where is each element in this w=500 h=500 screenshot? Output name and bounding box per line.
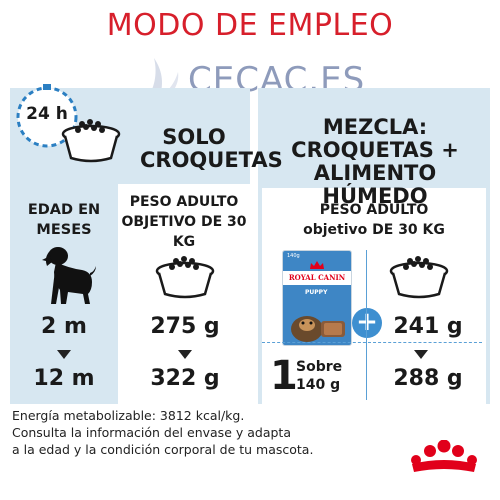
food-bowl-icon xyxy=(61,119,121,163)
left-heading-line1: SOLO xyxy=(162,125,226,149)
royal-canin-crown-logo xyxy=(411,440,477,472)
vertical-divider xyxy=(366,250,367,400)
dashed-divider xyxy=(262,342,482,343)
left-weight-label-line1: PESO ADULTO xyxy=(129,194,239,210)
right-grams-from: 241 g xyxy=(393,314,463,339)
page-title: MODO DE EMPLEO xyxy=(106,8,394,43)
puppy-icon xyxy=(42,247,96,304)
footer-line3: a la edad y la condición corporal de tu … xyxy=(12,442,314,457)
timer-label: 24 h xyxy=(26,104,68,124)
footer-energy: Energía metabolizable: 3812 kcal/kg. xyxy=(12,408,245,423)
down-arrow-icon xyxy=(57,350,71,359)
sobre-label: Sobre 140 g xyxy=(296,358,342,394)
left-grams-to: 322 g xyxy=(150,366,220,391)
sobre-label-line2: 140 g xyxy=(296,377,341,393)
crown-icon xyxy=(310,261,324,269)
age-from: 2 m xyxy=(41,314,87,339)
down-arrow-icon xyxy=(178,350,192,359)
left-weight-label: PESO ADULTO OBJETIVO DE 30 KG xyxy=(118,192,250,252)
right-heading-line3: ALIMENTO HÚMEDO xyxy=(313,161,437,208)
age-to: 12 m xyxy=(33,366,95,391)
right-heading-line2: CROQUETAS + xyxy=(291,138,459,162)
age-label-line1: EDAD EN xyxy=(27,202,101,218)
sobre-count: 1 xyxy=(270,353,298,399)
down-arrow-icon xyxy=(414,350,428,359)
sobre-label-line1: Sobre xyxy=(296,359,343,375)
right-grams-to: 288 g xyxy=(393,366,463,391)
left-heading: SOLO CROQUETAS xyxy=(140,125,283,172)
clock-icon xyxy=(16,84,78,148)
pouch-variant: PUPPY xyxy=(305,289,328,296)
pouch-brand: ROYAL CANIN xyxy=(288,273,346,282)
left-weight-label-line3: KG xyxy=(172,234,196,250)
right-heading: MEZCLA: CROQUETAS + ALIMENTO HÚMEDO xyxy=(262,116,488,208)
footer-line2: Consulta la información del envase y ada… xyxy=(12,425,291,440)
left-heading-line2: CROQUETAS xyxy=(140,148,283,172)
pouch-weight: 140g xyxy=(287,253,300,259)
wet-food-pouch: 140g ROYAL CANIN PUPPY xyxy=(282,250,352,346)
food-bowl-icon xyxy=(389,256,449,299)
right-weight-label-line2: objetivo DE 30 KG xyxy=(303,222,445,238)
age-label: EDAD EN MESES xyxy=(14,200,114,240)
right-weight-label: PESO ADULTO objetivo DE 30 KG xyxy=(262,200,486,240)
dog-photo-icon xyxy=(291,316,345,342)
right-heading-line1: MEZCLA: xyxy=(322,115,428,139)
left-grams-from: 275 g xyxy=(150,314,220,339)
right-weight-label-line1: PESO ADULTO xyxy=(319,202,429,218)
food-bowl-icon xyxy=(155,256,215,299)
age-label-line2: MESES xyxy=(36,222,92,238)
left-weight-label-line2: OBJETIVO DE 30 xyxy=(121,214,247,230)
